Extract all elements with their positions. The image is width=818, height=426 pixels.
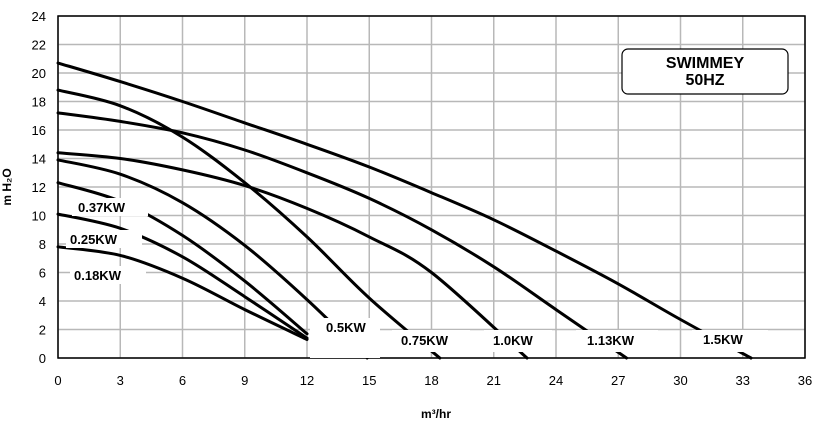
curves bbox=[56, 61, 753, 360]
label-0.18kw: 0.18KW bbox=[74, 268, 122, 283]
x-tick-label-9: 9 bbox=[241, 373, 248, 388]
y-tick-label-24: 24 bbox=[32, 9, 46, 24]
title-box-frame bbox=[621, 48, 789, 95]
x-tick-label-30: 30 bbox=[673, 373, 687, 388]
chart-subtitle: 50HZ bbox=[685, 72, 724, 89]
y-tick-label-6: 6 bbox=[39, 266, 46, 281]
label-0.5kw: 0.5KW bbox=[326, 320, 366, 335]
label-0.25kw: 0.25KW bbox=[70, 232, 118, 247]
x-tick-label-33: 33 bbox=[736, 373, 750, 388]
curve-0.25kw bbox=[56, 212, 309, 340]
label-1.13kw: 1.13KW bbox=[587, 333, 635, 348]
curve-0.18kw bbox=[56, 245, 309, 341]
x-tick-label-15: 15 bbox=[362, 373, 376, 388]
title-box: SWIMMEY 50HZ bbox=[621, 48, 789, 95]
label-bg-1.13kw bbox=[576, 330, 658, 352]
curve-1.5kw bbox=[56, 61, 753, 360]
chart-title: SWIMMEY bbox=[666, 55, 745, 72]
y-tick-label-20: 20 bbox=[32, 66, 46, 81]
label-bg-0.5kw bbox=[310, 318, 380, 358]
label-bg-1.0kw bbox=[484, 330, 552, 352]
x-axis-title: m³/hr bbox=[421, 407, 451, 421]
x-tick-label-36: 36 bbox=[798, 373, 812, 388]
y-tick-label-2: 2 bbox=[39, 323, 46, 338]
label-bg-0.18kw bbox=[70, 266, 146, 284]
x-tick-label-3: 3 bbox=[117, 373, 124, 388]
y-tick-label-14: 14 bbox=[32, 152, 46, 167]
y-tick-label-22: 22 bbox=[32, 38, 46, 53]
x-tick-label-12: 12 bbox=[300, 373, 314, 388]
y-tick-label-4: 4 bbox=[39, 294, 46, 309]
y-tick-label-0: 0 bbox=[39, 351, 46, 366]
x-tick-label-0: 0 bbox=[54, 373, 61, 388]
x-tick-label-6: 6 bbox=[179, 373, 186, 388]
curve-1.13kw bbox=[56, 111, 628, 360]
label-bg-0.75kw bbox=[392, 330, 470, 352]
curve-1.0kw bbox=[56, 151, 529, 360]
plot-frame bbox=[57, 15, 806, 359]
x-tick-label-24: 24 bbox=[549, 373, 563, 388]
curve-0.5kw bbox=[56, 158, 369, 360]
x-tick-label-18: 18 bbox=[424, 373, 438, 388]
label-1.0kw: 1.0KW bbox=[493, 333, 533, 348]
label-0.37kw: 0.37KW bbox=[78, 200, 126, 215]
x-tick-label-27: 27 bbox=[611, 373, 625, 388]
y-tick-label-16: 16 bbox=[32, 123, 46, 138]
y-tick-label-10: 10 bbox=[32, 209, 46, 224]
x-tick-label-21: 21 bbox=[487, 373, 501, 388]
label-bg-1.5kw bbox=[692, 330, 768, 352]
label-0.75kw: 0.75KW bbox=[401, 333, 449, 348]
y-tick-label-18: 18 bbox=[32, 95, 46, 110]
y-tick-label-12: 12 bbox=[32, 180, 46, 195]
label-bg-0.25kw bbox=[66, 230, 142, 248]
label-bg-0.37kw bbox=[72, 198, 148, 216]
label-1.5kw: 1.5KW bbox=[703, 332, 743, 347]
y-axis-title: m H₂O bbox=[0, 168, 14, 205]
curve-0.37kw bbox=[56, 181, 309, 336]
curve-labels: 0.37KW 0.25KW 0.18KW 0.5KW 0.75KW 1.0KW … bbox=[66, 198, 768, 358]
x-tick-labels: 0 3 6 9 12 15 18 21 24 27 30 33 36 bbox=[54, 373, 812, 388]
y-tick-label-8: 8 bbox=[39, 237, 46, 252]
